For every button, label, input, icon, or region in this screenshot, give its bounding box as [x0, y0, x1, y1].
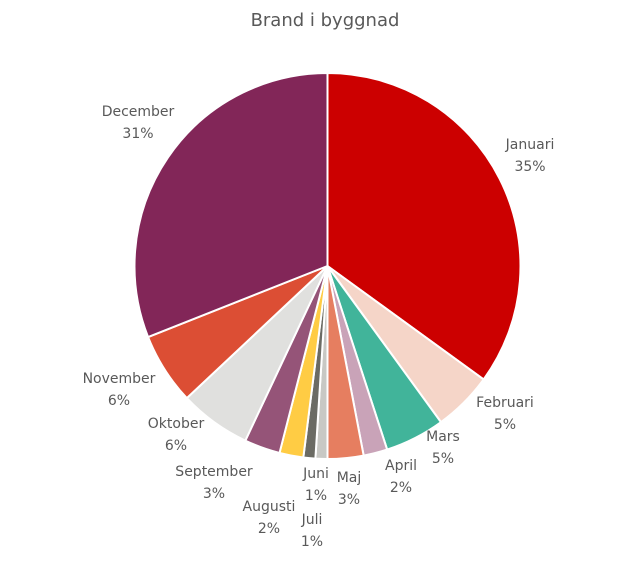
data-label-name: November — [82, 371, 156, 387]
data-label-name: Maj — [336, 470, 362, 486]
data-label-percent: 6% — [107, 393, 131, 409]
data-label-name: Januari — [505, 137, 555, 153]
data-label-april: April 2% — [385, 455, 417, 499]
data-label-percent: 5% — [431, 451, 455, 467]
data-label-percent: 5% — [493, 417, 517, 433]
data-label-percent: 6% — [164, 438, 188, 454]
data-label-name: Augusti — [242, 499, 296, 515]
data-label-name: Mars — [426, 429, 460, 445]
data-label-februari: Februari 5% — [476, 392, 534, 436]
data-label-percent: 2% — [257, 521, 281, 537]
data-label-percent: 1% — [300, 534, 324, 550]
data-label-percent: 3% — [202, 486, 226, 502]
data-label-december: December 31% — [102, 101, 175, 145]
data-label-juli: Juli 1% — [301, 509, 323, 553]
data-label-name: April — [385, 458, 417, 474]
pie-slice-december — [133, 72, 329, 339]
chart-title: Brand i byggnad — [250, 10, 400, 31]
data-label-augusti: Augusti 2% — [243, 496, 296, 540]
data-label-juni: Juni 1% — [303, 463, 329, 507]
data-label-name: September — [175, 464, 253, 480]
data-label-name: Juni — [303, 466, 329, 482]
data-label-mars: Mars 5% — [426, 426, 460, 470]
pie-slice-januari — [326, 72, 522, 381]
data-label-percent: 35% — [514, 159, 546, 175]
data-label-januari: Januari 35% — [506, 134, 555, 178]
data-label-name: December — [101, 104, 175, 120]
data-label-percent: 2% — [389, 480, 413, 496]
data-label-november: November 6% — [83, 368, 156, 412]
data-label-maj: Maj 3% — [337, 467, 362, 511]
data-label-name: Februari — [476, 395, 534, 411]
data-label-percent: 3% — [337, 492, 361, 508]
data-label-percent: 1% — [304, 488, 328, 504]
data-label-oktober: Oktober 6% — [148, 413, 204, 457]
data-label-name: Oktober — [147, 416, 205, 432]
data-label-percent: 31% — [122, 126, 154, 142]
pie-slices — [133, 72, 522, 460]
data-label-september: September 3% — [175, 461, 252, 505]
data-label-name: Juli — [301, 512, 323, 528]
